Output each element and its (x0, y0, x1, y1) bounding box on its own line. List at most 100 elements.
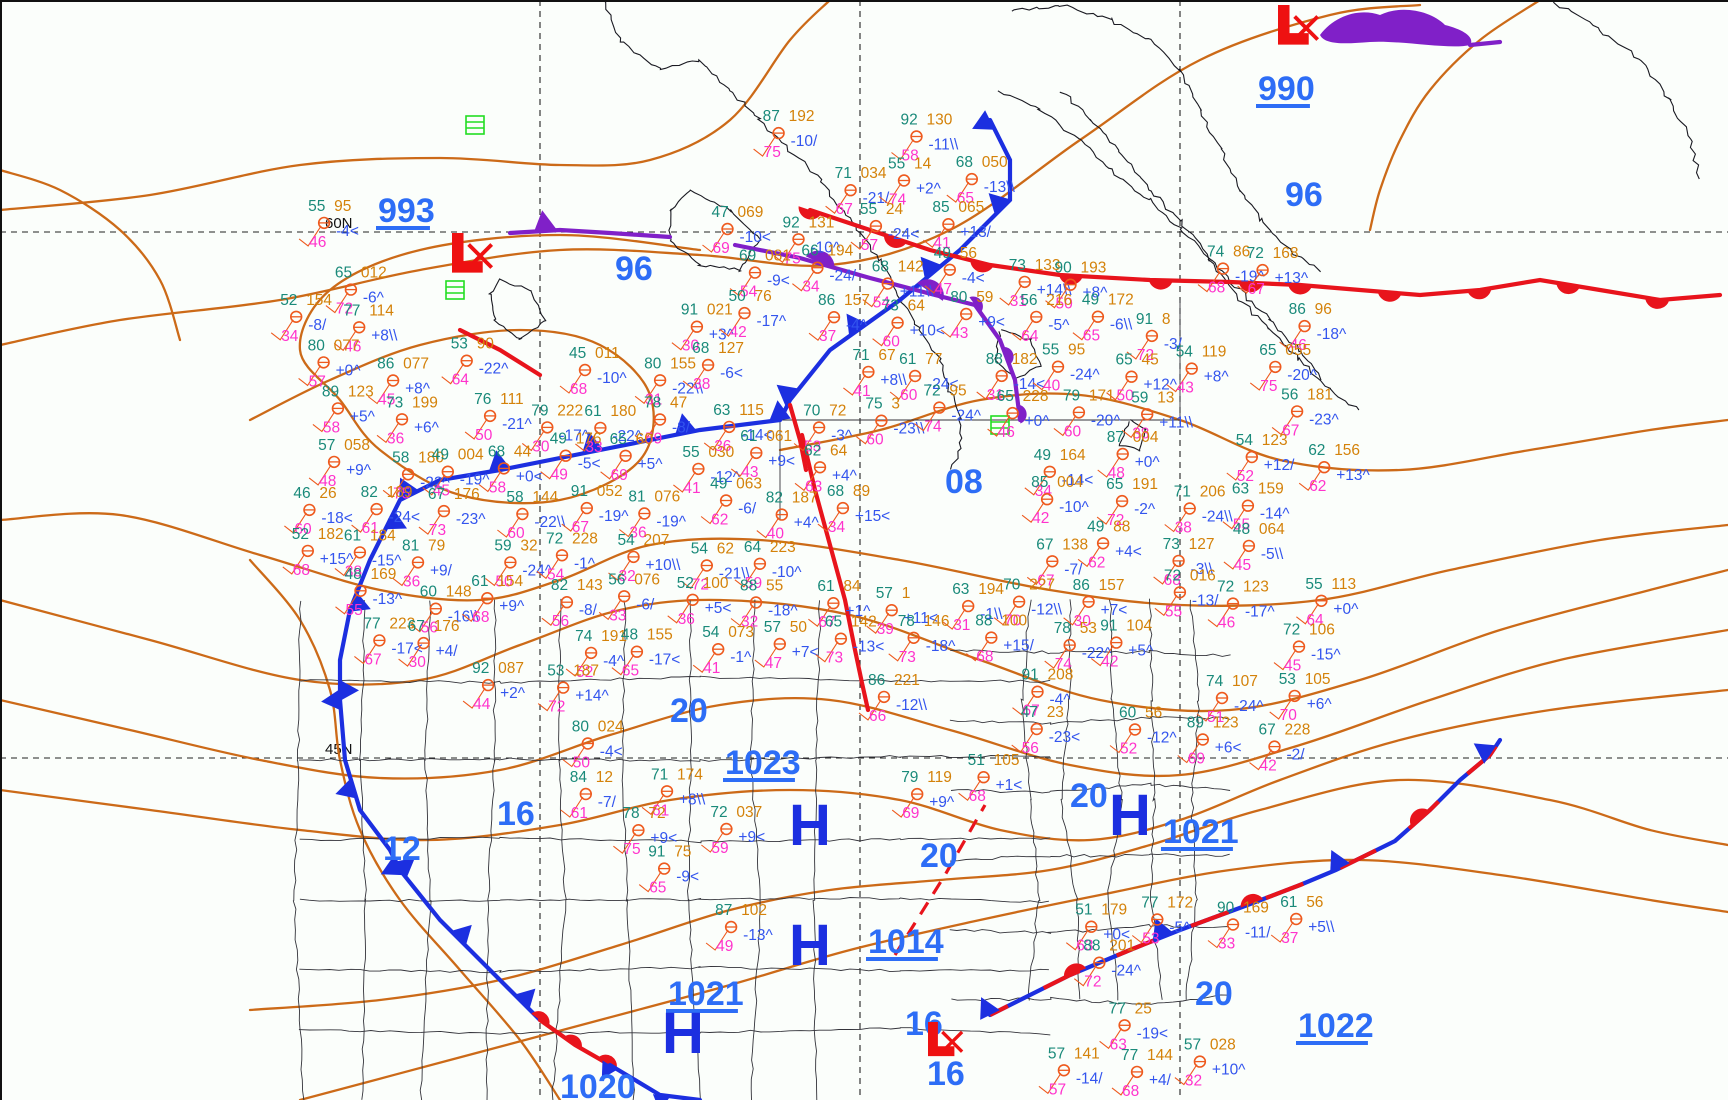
svg-text:24: 24 (886, 201, 904, 218)
svg-text:85: 85 (1031, 474, 1048, 491)
svg-text:78: 78 (898, 613, 915, 630)
svg-text:32: 32 (1185, 1073, 1202, 1090)
svg-text:50: 50 (475, 427, 493, 444)
svg-text:028: 028 (1210, 1037, 1236, 1054)
svg-text:73: 73 (826, 650, 843, 667)
svg-text:115: 115 (739, 402, 764, 419)
svg-text:069: 069 (738, 204, 764, 221)
svg-text:73: 73 (1009, 257, 1026, 274)
svg-text:74: 74 (924, 419, 942, 436)
svg-text:H: H (789, 913, 831, 978)
svg-text:72: 72 (710, 804, 727, 821)
svg-text:+9^: +9^ (346, 462, 372, 479)
svg-text:48: 48 (345, 566, 362, 583)
svg-text:72: 72 (648, 805, 665, 822)
svg-text:-4^: -4^ (846, 317, 868, 334)
svg-text:47: 47 (1021, 704, 1038, 721)
svg-text:63: 63 (713, 402, 730, 419)
svg-text:89: 89 (322, 383, 339, 400)
svg-text:70: 70 (803, 403, 821, 420)
svg-text:+6<: +6< (1215, 740, 1242, 757)
svg-text:75: 75 (623, 841, 640, 858)
svg-text:181: 181 (1307, 386, 1333, 403)
svg-text:49: 49 (432, 447, 449, 464)
svg-text:+5^: +5^ (1128, 643, 1154, 660)
svg-text:86: 86 (377, 356, 394, 373)
svg-text:37: 37 (819, 328, 836, 345)
svg-text:60: 60 (866, 432, 884, 449)
svg-text:-24\\: -24\\ (1202, 509, 1234, 526)
svg-text:86: 86 (818, 292, 835, 309)
svg-text:84: 84 (843, 578, 861, 595)
svg-text:65: 65 (335, 265, 352, 282)
svg-text:-9<: -9< (767, 273, 790, 290)
svg-text:71: 71 (651, 766, 668, 783)
svg-text:74: 74 (1207, 244, 1225, 261)
svg-text:+9/: +9/ (430, 562, 453, 579)
svg-text:60: 60 (1119, 705, 1137, 722)
svg-text:+8\\: +8\\ (679, 791, 706, 808)
svg-text:+7<: +7< (792, 644, 819, 661)
svg-text:14: 14 (914, 156, 932, 173)
svg-text:68: 68 (488, 443, 505, 460)
svg-text:119: 119 (1202, 344, 1227, 361)
svg-text:56: 56 (1020, 292, 1037, 309)
svg-text:182: 182 (1012, 351, 1038, 368)
svg-text:073: 073 (728, 624, 754, 641)
svg-text:-24/: -24/ (829, 268, 856, 285)
svg-text:65: 65 (1083, 328, 1100, 345)
svg-text:157: 157 (1099, 577, 1125, 594)
svg-text:52: 52 (1120, 741, 1137, 758)
svg-text:-5^: -5^ (1169, 920, 1191, 937)
svg-text:73: 73 (899, 649, 916, 666)
svg-text:+4/: +4/ (1149, 1072, 1172, 1089)
svg-text:-6/: -6/ (738, 501, 757, 518)
svg-text:61: 61 (899, 351, 916, 368)
svg-text:56: 56 (552, 613, 569, 630)
svg-text:67: 67 (1036, 536, 1053, 553)
svg-text:87: 87 (763, 108, 780, 125)
svg-text:154: 154 (497, 573, 523, 590)
svg-text:037: 037 (736, 804, 762, 821)
svg-text:107: 107 (1232, 673, 1258, 690)
svg-text:131: 131 (809, 214, 835, 231)
svg-text:80: 80 (308, 337, 326, 354)
svg-text:67: 67 (878, 347, 895, 364)
svg-text:+4/: +4/ (436, 643, 459, 660)
svg-text:52: 52 (292, 526, 309, 543)
svg-text:80: 80 (644, 355, 662, 372)
svg-text:55: 55 (308, 198, 325, 215)
svg-text:82: 82 (766, 490, 783, 507)
svg-text:-19^: -19^ (599, 508, 629, 525)
svg-text:194: 194 (827, 243, 853, 260)
svg-text:+4<: +4< (1115, 543, 1142, 560)
svg-text:61: 61 (471, 573, 488, 590)
svg-text:68: 68 (827, 483, 844, 500)
svg-text:193: 193 (1081, 260, 1107, 277)
svg-text:123: 123 (1243, 579, 1269, 596)
svg-text:102: 102 (741, 902, 767, 919)
svg-text:54: 54 (691, 541, 709, 558)
svg-text:55: 55 (860, 201, 877, 218)
svg-text:016: 016 (1190, 567, 1216, 584)
svg-text:030: 030 (708, 444, 734, 461)
svg-text:78: 78 (1054, 620, 1071, 637)
svg-text:79: 79 (428, 537, 445, 554)
svg-text:106: 106 (1309, 622, 1335, 639)
svg-text:78: 78 (622, 805, 639, 822)
svg-text:65: 65 (610, 431, 627, 448)
svg-text:-23<: -23< (1049, 729, 1080, 746)
svg-text:199: 199 (412, 394, 438, 411)
svg-text:53: 53 (1142, 931, 1159, 948)
svg-text:54: 54 (1236, 432, 1254, 449)
svg-text:61: 61 (571, 805, 588, 822)
svg-text:68: 68 (969, 788, 986, 805)
svg-text:-4<: -4< (600, 744, 623, 761)
svg-text:79: 79 (901, 769, 918, 786)
svg-text:-12^: -12^ (1147, 730, 1177, 747)
svg-text:86: 86 (1073, 577, 1090, 594)
svg-text:+6^: +6^ (1307, 696, 1333, 713)
svg-text:69: 69 (1188, 751, 1205, 768)
svg-text:31: 31 (953, 617, 970, 634)
svg-text:36: 36 (403, 573, 420, 590)
